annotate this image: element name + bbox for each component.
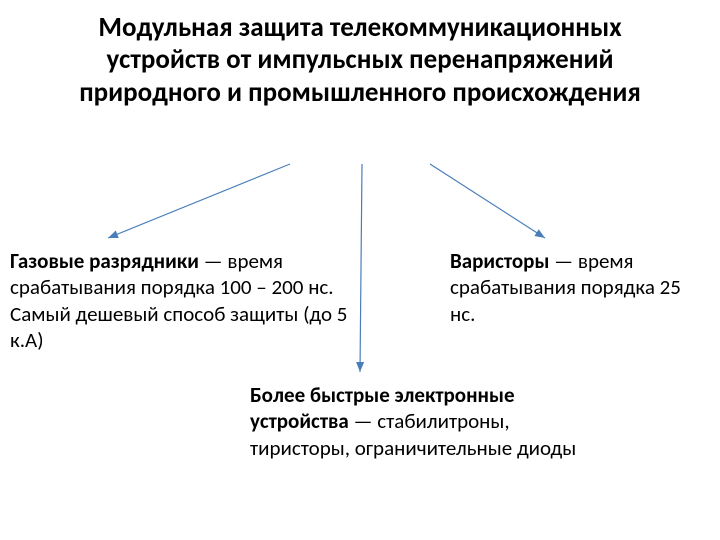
block-gas-dischargers: Газовые разрядники — время срабатывания … bbox=[10, 248, 380, 353]
block-fast-electronics: Более быстрые электронные устройства — с… bbox=[250, 382, 580, 461]
slide: Модульная защита телекоммуникационных ус… bbox=[0, 0, 720, 540]
blk-right-lead: Варисторы bbox=[450, 248, 549, 274]
blk-left-lead: Газовые разрядники bbox=[10, 248, 199, 274]
block-varistors: Варисторы — время срабатывания порядка 2… bbox=[450, 248, 690, 327]
